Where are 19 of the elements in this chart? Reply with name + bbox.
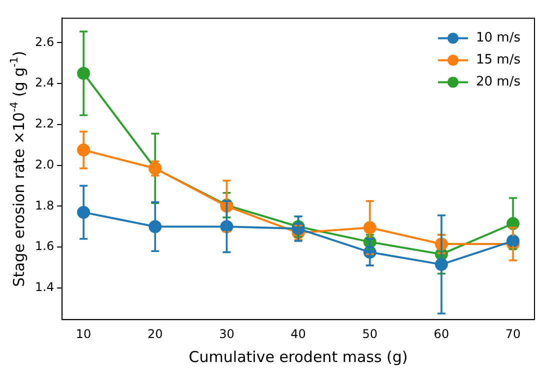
x-tick-label: 70 — [505, 326, 521, 341]
x-tick-label: 10 — [76, 326, 92, 341]
y-tick-label: 2.6 — [34, 34, 54, 49]
y-tick-label: 1.6 — [34, 239, 54, 254]
legend-label: 10 m/s — [476, 30, 521, 46]
x-axis-title: Cumulative erodent mass (g) — [188, 348, 408, 366]
x-tick-label: 20 — [147, 326, 163, 341]
y-axis-title: Stage erosion rate ×10-4 (g g-1) — [8, 50, 28, 287]
x-tick-label: 40 — [290, 326, 306, 341]
x-tick-label: 50 — [362, 326, 378, 341]
legend-label: 20 m/s — [476, 74, 521, 90]
y-tick-label: 1.8 — [34, 198, 54, 212]
y-tick-label: 2.4 — [34, 76, 54, 90]
y-tick-label: 2.2 — [34, 116, 54, 131]
y-tick-label: 1.4 — [34, 280, 54, 294]
x-tick-label: 60 — [434, 326, 450, 341]
legend-label: 15 m/s — [476, 52, 521, 68]
y-tick-label: 2.0 — [34, 157, 54, 172]
x-tick-label: 30 — [219, 326, 234, 341]
